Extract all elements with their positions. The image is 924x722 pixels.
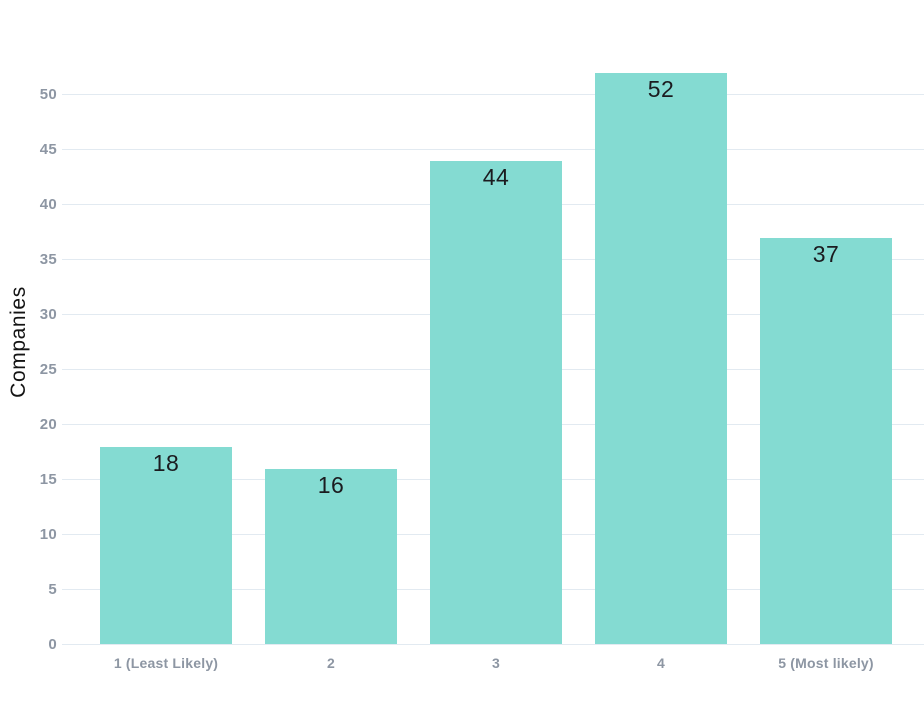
bar-1[interactable]: [100, 447, 232, 644]
y-tick-label-25: 25: [39, 361, 57, 379]
y-tick-label-50: 50: [39, 86, 57, 104]
bar-value-label-3: 44: [482, 164, 510, 190]
bar-2[interactable]: [265, 469, 397, 644]
y-tick-label-5: 5: [48, 581, 57, 599]
bar-value-label-1: 18: [152, 450, 180, 476]
x-tick-label-2: 2: [327, 655, 335, 671]
bar-3[interactable]: [430, 161, 562, 644]
x-tick-label-1: 1 (Least Likely): [113, 655, 219, 671]
bar-value-label-2: 16: [317, 472, 345, 498]
y-tick-label-10: 10: [39, 526, 57, 544]
x-tick-label-3: 3: [492, 655, 500, 671]
gridline-y-0: [62, 644, 924, 645]
y-tick-label-20: 20: [39, 416, 57, 434]
bar-5[interactable]: [760, 238, 892, 644]
gridline-y-50: [62, 94, 924, 95]
y-axis-title: Companies: [7, 286, 30, 398]
y-tick-label-30: 30: [39, 306, 57, 324]
x-tick-label-4: 4: [657, 655, 665, 671]
y-tick-label-15: 15: [39, 471, 57, 489]
y-tick-label-45: 45: [39, 141, 57, 159]
bar-4[interactable]: [595, 73, 727, 644]
y-tick-label-0: 0: [48, 636, 57, 654]
bar-value-label-5: 37: [812, 241, 840, 267]
gridline-y-45: [62, 149, 924, 150]
bar-value-label-4: 52: [647, 76, 675, 102]
x-tick-label-5: 5 (Most likely): [778, 655, 874, 671]
y-tick-label-40: 40: [39, 196, 57, 214]
y-tick-label-35: 35: [39, 251, 57, 269]
